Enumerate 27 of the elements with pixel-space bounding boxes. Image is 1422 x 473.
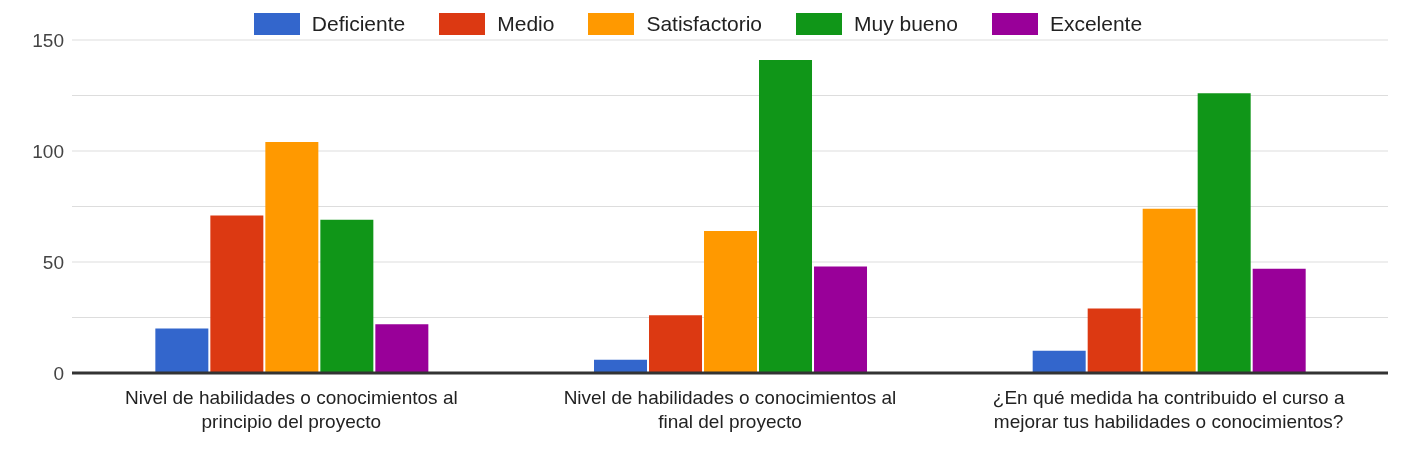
bar (1252, 268, 1306, 373)
bar (265, 142, 319, 373)
bar (759, 59, 813, 373)
bar (1087, 308, 1141, 373)
bar (210, 215, 264, 373)
bar (814, 266, 868, 373)
y-tick-label: 100 (32, 140, 64, 162)
bar (1197, 93, 1251, 373)
bar (1142, 208, 1196, 373)
bar (375, 324, 429, 373)
legend-label: Excelente (1048, 12, 1143, 36)
bar (320, 219, 374, 373)
legend-label: Medio (496, 12, 555, 36)
legend-label: Satisfactorio (645, 12, 762, 36)
bar (155, 328, 209, 373)
x-tick-label: ¿En qué medida ha contribuido el curso a mejorar tus habilidades o conocimientos? (992, 387, 1345, 432)
x-tick-label: Nivel de habilidades o conocimientos al final del proyecto (563, 387, 897, 432)
bar (649, 315, 703, 373)
y-tick-label: 150 (32, 29, 64, 51)
legend-label: Deficiente (310, 12, 406, 36)
legend-label: Muy bueno (853, 12, 958, 36)
bar (704, 230, 758, 373)
bar (594, 359, 648, 373)
y-tick-label: 50 (42, 251, 64, 273)
x-tick-label: Nivel de habilidades o conocimientos al principio del proyecto (124, 387, 458, 432)
y-tick-label: 0 (53, 362, 64, 384)
bar (1032, 350, 1086, 373)
